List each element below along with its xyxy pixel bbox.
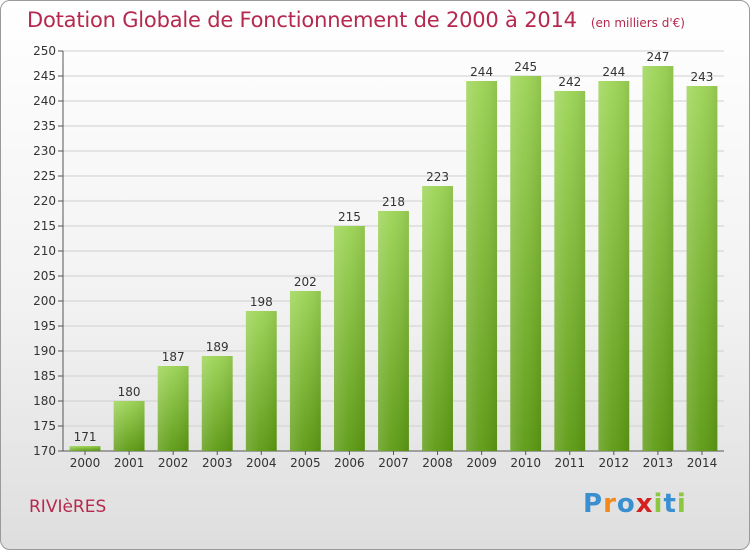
x-tick-label: 2008 [422,456,453,470]
bar-shine-2013 [642,66,674,451]
bar-shine-2007 [378,211,409,451]
y-tick-label: 235 [33,119,56,133]
logo-letter: r [603,489,617,519]
data-label: 243 [691,70,714,84]
y-tick-label: 245 [33,69,56,83]
y-tick-label: 180 [33,394,56,408]
x-tick-label: 2014 [687,456,718,470]
bar-shine-2001 [113,401,145,451]
data-label: 245 [514,60,537,74]
y-tick-label: 220 [33,194,56,208]
bar-shine-2005 [289,291,321,451]
bar-shine-2012 [598,81,630,451]
x-tick-label: 2009 [466,456,497,470]
data-label: 171 [74,430,97,444]
bar-shine-2003 [201,356,233,451]
x-tick-label: 2002 [158,456,189,470]
x-tick-label: 2013 [643,456,674,470]
bar-shine-2008 [422,186,453,451]
logo-letter: o [616,489,636,519]
x-tick-label: 2004 [246,456,277,470]
chart-title: Dotation Globale de Fonctionnement de 20… [27,8,577,32]
y-tick-label: 190 [33,344,56,358]
data-label: 180 [118,385,141,399]
bar-shine-2011 [554,91,586,451]
y-tick-label: 230 [33,144,56,158]
data-label: 223 [426,170,449,184]
data-label: 215 [338,210,361,224]
y-tick-label: 225 [33,169,56,183]
x-tick-label: 2001 [114,456,145,470]
bar-shine-2014 [686,86,718,451]
logo-letter: i [676,489,687,519]
data-label: 202 [294,275,317,289]
y-tick-label: 205 [33,269,56,283]
logo-letter: t [663,489,677,519]
x-tick-label: 2007 [378,456,409,470]
data-label: 218 [382,195,405,209]
y-tick-label: 240 [33,94,56,108]
y-tick-label: 195 [33,319,56,333]
data-label: 244 [470,65,493,79]
proxiti-logo[interactable]: Proxiti [583,489,687,519]
y-tick-label: 170 [33,444,56,458]
y-tick-label: 175 [33,419,56,433]
bar-shine-2000 [69,446,101,451]
bar-shine-2006 [334,226,365,451]
data-label: 247 [646,50,669,64]
data-label: 244 [602,65,625,79]
bar-shine-2004 [245,311,277,451]
x-tick-label: 2005 [290,456,321,470]
bar-shine-2009 [466,81,498,451]
x-tick-label: 2003 [202,456,233,470]
data-label: 189 [206,340,229,354]
data-labels: 171 180 187 189 198 202 215 218 223 244 245 242 244 2… [74,50,714,444]
y-tick-label: 210 [33,244,56,258]
x-tick-label: 2012 [599,456,630,470]
bar-shine-2002 [157,366,189,451]
y-tick-label: 250 [33,44,56,58]
y-tick-label: 215 [33,219,56,233]
chart-unit: (en milliers d'€) [590,16,685,30]
x-tick-label: 2011 [554,456,585,470]
data-label: 242 [558,75,581,89]
chart-title-block: Dotation Globale de Fonctionnement de 20… [27,8,685,32]
data-label: 198 [250,295,273,309]
bar-shine-2010 [510,76,542,451]
bars [69,66,718,451]
x-tick-label: 2006 [334,456,365,470]
commune-name: RIVIèRES [29,497,107,517]
logo-letter: i [653,489,664,519]
logo-letter: P [583,489,604,519]
y-tick-label: 185 [33,369,56,383]
x-tick-label: 2000 [70,456,101,470]
x-tick-label: 2010 [510,456,541,470]
y-tick-label: 200 [33,294,56,308]
data-label: 187 [162,350,185,364]
logo-letter: x [635,489,654,519]
